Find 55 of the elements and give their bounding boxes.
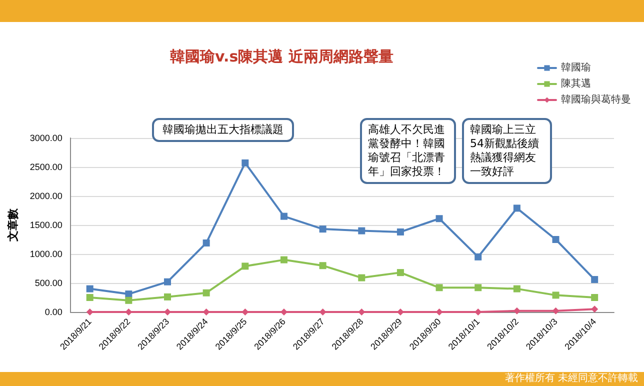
point (125, 296, 132, 304)
y-tick-label: 2000.00 (30, 191, 62, 201)
point (474, 308, 482, 316)
point (513, 285, 520, 292)
y-tick-label: 3000.00 (30, 133, 62, 143)
point (280, 212, 288, 220)
point (396, 269, 404, 276)
point (358, 274, 366, 282)
y-tick-label: 0.00 (44, 307, 62, 317)
point (86, 294, 94, 301)
y-tick-label: 1500.00 (30, 220, 62, 230)
point (125, 308, 132, 316)
point (436, 215, 443, 222)
y-tick-label: 1000.00 (30, 249, 62, 259)
text: 著作權所有 未經同意不許轉載 (0, 372, 644, 386)
point (319, 308, 326, 316)
point (591, 276, 598, 284)
point (474, 253, 482, 260)
point (86, 285, 94, 292)
point (396, 228, 404, 236)
point (242, 308, 249, 316)
annotation: 高雄人不欠民進黨發酵中！韓國瑜號召「北漂青年」回家投票！ (360, 118, 456, 184)
point (513, 204, 520, 212)
point (242, 159, 249, 166)
point (202, 239, 210, 246)
point (591, 306, 598, 313)
point (552, 236, 560, 243)
point (552, 307, 560, 314)
y-tick-label: 500.00 (34, 278, 62, 288)
point (358, 227, 366, 234)
point (242, 262, 249, 270)
point (436, 284, 443, 292)
point (202, 289, 210, 296)
legend-label: 韓國瑜 (561, 62, 591, 74)
legend-label: 陳其邁 (561, 78, 591, 90)
point (474, 284, 482, 292)
text: 韓國瑜拋出五大指標議題 (152, 118, 294, 142)
point (280, 256, 288, 264)
y-tick-label: 2500.00 (30, 162, 62, 172)
point (513, 307, 520, 314)
point (86, 308, 94, 316)
point (319, 226, 326, 233)
point (319, 262, 326, 270)
point (164, 308, 171, 316)
chart-title: 韓國瑜v.s陳其邁 近兩周網路聲量 (170, 48, 394, 66)
point (164, 293, 171, 300)
point (591, 294, 598, 301)
annotation: 韓國瑜上三立54新觀點後續熱議獲得網友一致好評 (462, 118, 552, 184)
point (202, 308, 210, 316)
point (552, 292, 560, 299)
legend-label: 韓國瑜與葛特曼 (561, 94, 631, 106)
point (125, 290, 132, 298)
y-axis-title: 文章數 (6, 208, 20, 242)
point (436, 308, 443, 316)
point (164, 278, 171, 286)
